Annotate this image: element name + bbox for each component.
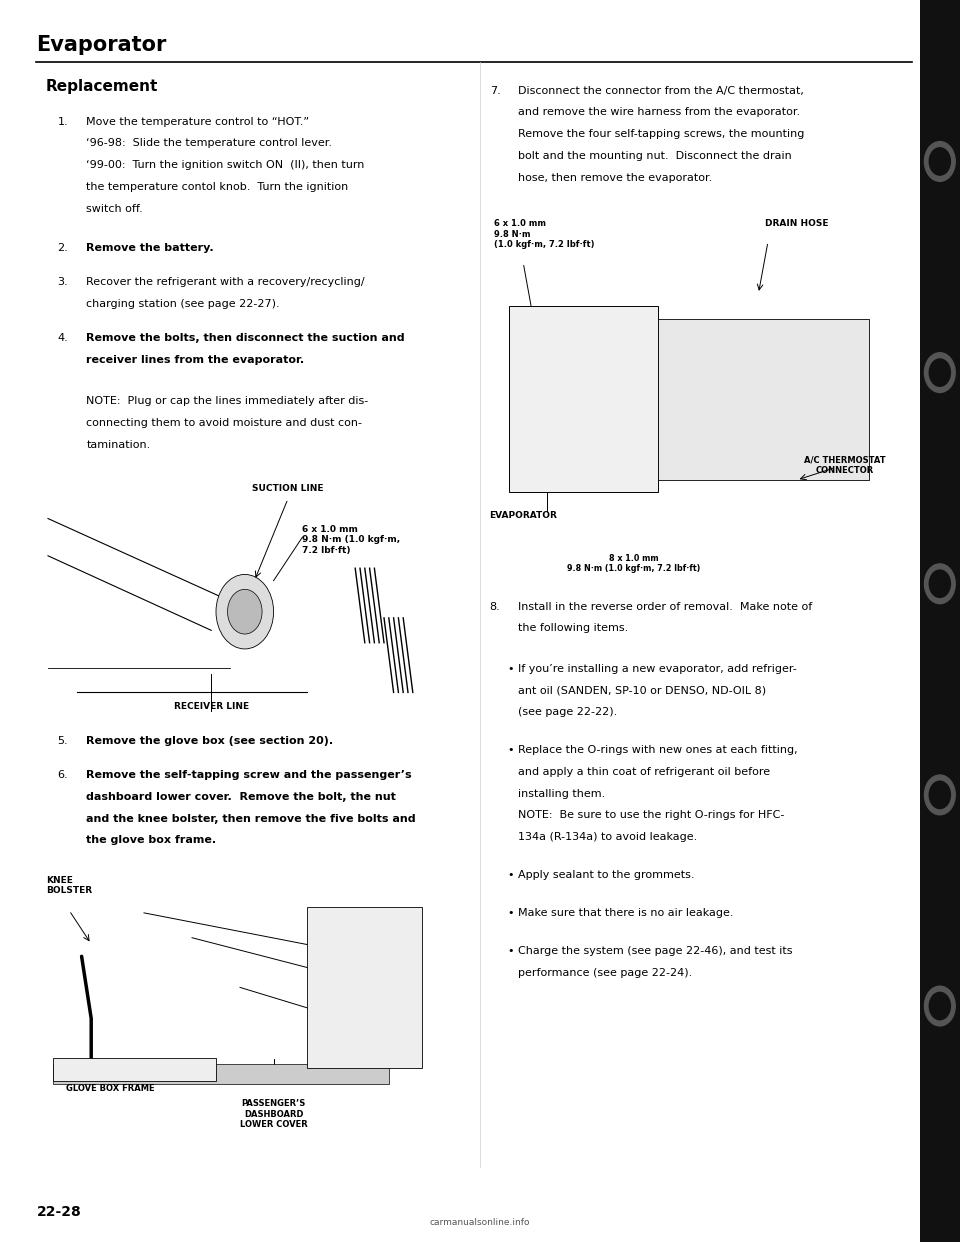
Text: •: • <box>507 869 514 881</box>
Text: Remove the bolts, then disconnect the suction and: Remove the bolts, then disconnect the su… <box>86 333 405 343</box>
Text: 22-28: 22-28 <box>36 1205 82 1218</box>
Text: Remove the glove box (see section 20).: Remove the glove box (see section 20). <box>86 737 333 746</box>
Text: ant oil (SANDEN, SP-10 or DENSO, ND-OIL 8): ant oil (SANDEN, SP-10 or DENSO, ND-OIL … <box>518 686 766 696</box>
Text: Make sure that there is no air leakage.: Make sure that there is no air leakage. <box>518 908 733 918</box>
Text: bolt and the mounting nut.  Disconnect the drain: bolt and the mounting nut. Disconnect th… <box>518 152 792 161</box>
Text: Recover the refrigerant with a recovery/recycling/: Recover the refrigerant with a recovery/… <box>86 277 365 287</box>
Bar <box>658 318 869 479</box>
Text: the following items.: the following items. <box>518 623 629 633</box>
Text: DRAIN HOSE: DRAIN HOSE <box>765 219 828 229</box>
Text: 6.: 6. <box>58 770 68 780</box>
Text: receiver lines from the evaporator.: receiver lines from the evaporator. <box>86 355 304 365</box>
Circle shape <box>924 353 955 392</box>
Text: installing them.: installing them. <box>518 789 606 799</box>
Bar <box>485 219 912 579</box>
Text: carmanualsonline.info: carmanualsonline.info <box>430 1218 530 1227</box>
Text: Move the temperature control to “HOT.”: Move the temperature control to “HOT.” <box>86 117 309 127</box>
Text: Replace the O-rings with new ones at each fitting,: Replace the O-rings with new ones at eac… <box>518 745 798 755</box>
Text: 3.: 3. <box>58 277 68 287</box>
Text: the temperature contol knob.  Turn the ignition: the temperature contol knob. Turn the ig… <box>86 181 348 193</box>
Text: •: • <box>507 745 514 755</box>
Bar <box>36 507 470 718</box>
Bar <box>307 907 422 1068</box>
Text: GLOVE BOX FRAME: GLOVE BOX FRAME <box>66 1084 155 1093</box>
Text: EVAPORATOR: EVAPORATOR <box>490 510 558 520</box>
Text: 2.: 2. <box>58 243 68 253</box>
Circle shape <box>929 992 950 1020</box>
Text: 1.: 1. <box>58 117 68 127</box>
Text: A/C THERMOSTAT
CONNECTOR: A/C THERMOSTAT CONNECTOR <box>804 456 886 474</box>
Circle shape <box>929 570 950 597</box>
Bar <box>36 876 470 1136</box>
Circle shape <box>924 142 955 181</box>
Text: Evaporator: Evaporator <box>36 35 167 55</box>
Text: connecting them to avoid moisture and dust con-: connecting them to avoid moisture and du… <box>86 417 362 428</box>
Circle shape <box>228 590 262 635</box>
Text: dashboard lower cover.  Remove the bolt, the nut: dashboard lower cover. Remove the bolt, … <box>86 792 396 802</box>
Bar <box>53 1058 216 1081</box>
Text: 8.: 8. <box>490 601 500 612</box>
Circle shape <box>924 564 955 604</box>
Text: •: • <box>507 946 514 956</box>
Circle shape <box>924 775 955 815</box>
Text: (see page 22-22).: (see page 22-22). <box>518 707 617 718</box>
Text: performance (see page 22-24).: performance (see page 22-24). <box>518 968 693 977</box>
Text: 6 x 1.0 mm
9.8 N·m
(1.0 kgf·m, 7.2 lbf·ft): 6 x 1.0 mm 9.8 N·m (1.0 kgf·m, 7.2 lbf·f… <box>494 219 595 248</box>
Bar <box>920 0 960 1242</box>
Text: Replacement: Replacement <box>46 79 158 94</box>
Text: ‘99-00:  Turn the ignition switch ON  (II), then turn: ‘99-00: Turn the ignition switch ON (II)… <box>86 160 365 170</box>
Bar <box>509 307 658 492</box>
Text: Remove the battery.: Remove the battery. <box>86 243 214 253</box>
Text: NOTE:  Plug or cap the lines immediately after dis-: NOTE: Plug or cap the lines immediately … <box>86 396 369 406</box>
Text: Disconnect the connector from the A/C thermostat,: Disconnect the connector from the A/C th… <box>518 86 804 96</box>
Text: 134a (R-134a) to avoid leakage.: 134a (R-134a) to avoid leakage. <box>518 832 698 842</box>
Text: 7.: 7. <box>490 86 500 96</box>
Text: •: • <box>507 663 514 674</box>
Text: 6 x 1.0 mm
9.8 N·m (1.0 kgf·m,
7.2 lbf·ft): 6 x 1.0 mm 9.8 N·m (1.0 kgf·m, 7.2 lbf·f… <box>302 525 400 554</box>
Text: the glove box frame.: the glove box frame. <box>86 836 217 846</box>
Text: Apply sealant to the grommets.: Apply sealant to the grommets. <box>518 869 695 881</box>
Text: hose, then remove the evaporator.: hose, then remove the evaporator. <box>518 173 712 183</box>
Text: and remove the wire harness from the evaporator.: and remove the wire harness from the eva… <box>518 108 801 118</box>
Text: charging station (see page 22-27).: charging station (see page 22-27). <box>86 298 280 309</box>
Text: tamination.: tamination. <box>86 440 151 450</box>
Text: •: • <box>507 908 514 918</box>
Text: Remove the self-tapping screw and the passenger’s: Remove the self-tapping screw and the pa… <box>86 770 412 780</box>
Text: and the knee bolster, then remove the five bolts and: and the knee bolster, then remove the fi… <box>86 814 416 823</box>
Text: 4.: 4. <box>58 333 68 343</box>
Text: Install in the reverse order of removal.  Make note of: Install in the reverse order of removal.… <box>518 601 813 612</box>
Text: RECEIVER LINE: RECEIVER LINE <box>174 702 249 712</box>
Text: ‘96-98:  Slide the temperature control lever.: ‘96-98: Slide the temperature control le… <box>86 138 332 149</box>
Text: 8 x 1.0 mm
9.8 N·m (1.0 kgf·m, 7.2 lbf·ft): 8 x 1.0 mm 9.8 N·m (1.0 kgf·m, 7.2 lbf·f… <box>567 554 700 573</box>
Bar <box>53 1064 389 1084</box>
Circle shape <box>929 359 950 386</box>
Circle shape <box>924 986 955 1026</box>
Text: and apply a thin coat of refrigerant oil before: and apply a thin coat of refrigerant oil… <box>518 766 771 777</box>
Text: switch off.: switch off. <box>86 204 143 214</box>
Text: NOTE:  Be sure to use the right O-rings for HFC-: NOTE: Be sure to use the right O-rings f… <box>518 810 784 821</box>
Text: Charge the system (see page 22-46), and test its: Charge the system (see page 22-46), and … <box>518 946 793 956</box>
Circle shape <box>929 148 950 175</box>
Text: 5.: 5. <box>58 737 68 746</box>
Text: KNEE
BOLSTER: KNEE BOLSTER <box>46 876 92 895</box>
Text: If you’re installing a new evaporator, add refriger-: If you’re installing a new evaporator, a… <box>518 663 797 674</box>
Text: SUCTION LINE: SUCTION LINE <box>252 484 324 493</box>
Text: PASSENGER’S
DASHBOARD
LOWER COVER: PASSENGER’S DASHBOARD LOWER COVER <box>240 1099 307 1129</box>
Text: Remove the four self-tapping screws, the mounting: Remove the four self-tapping screws, the… <box>518 129 804 139</box>
Circle shape <box>216 575 274 650</box>
Circle shape <box>929 781 950 809</box>
